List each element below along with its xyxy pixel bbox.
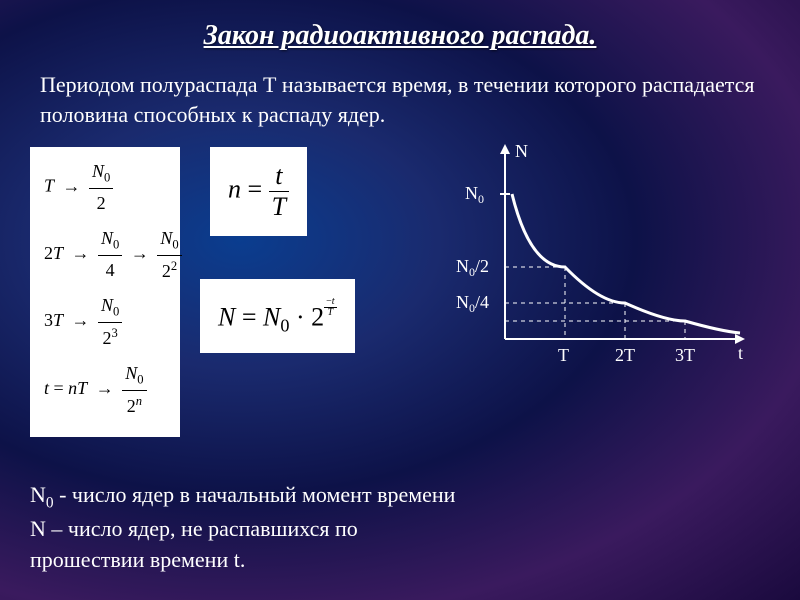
xtick-2T: 2T — [615, 345, 635, 365]
formula-main-box: N = N0 · 2−tT — [200, 279, 355, 353]
n0-desc: - число ядер в начальный момент времени — [59, 482, 455, 507]
xtick-3T: 3T — [675, 345, 695, 365]
formula-n-box: n = tT — [210, 147, 307, 236]
n-desc-2: прошествии времени t. — [30, 545, 455, 576]
decay-chart: N t N0 N0/2 N0/4 T 2T 3T — [450, 139, 750, 379]
formula-derivation-box: T → N02 2T → N04 → N022 3T → N023 t = nT… — [30, 147, 180, 436]
page-title: Закон радиоактивного распада. — [0, 0, 800, 52]
decay-curve — [512, 194, 740, 333]
ytick-n0-4: N0/4 — [456, 292, 489, 315]
y-axis-label: N — [515, 141, 528, 161]
y-axis-arrow-icon — [500, 144, 510, 154]
n0-label: N0 — [30, 482, 54, 507]
footer-legend: N0 - число ядер в начальный момент време… — [30, 480, 455, 576]
n-desc-1: N – число ядер, не распавшихся по — [30, 514, 455, 545]
x-axis-label: t — [738, 343, 743, 363]
ytick-n0: N0 — [465, 183, 484, 206]
ytick-n0-2: N0/2 — [456, 256, 489, 279]
xtick-T: T — [558, 345, 569, 365]
definition-text: Периодом полураспада Т называется время,… — [0, 52, 800, 139]
